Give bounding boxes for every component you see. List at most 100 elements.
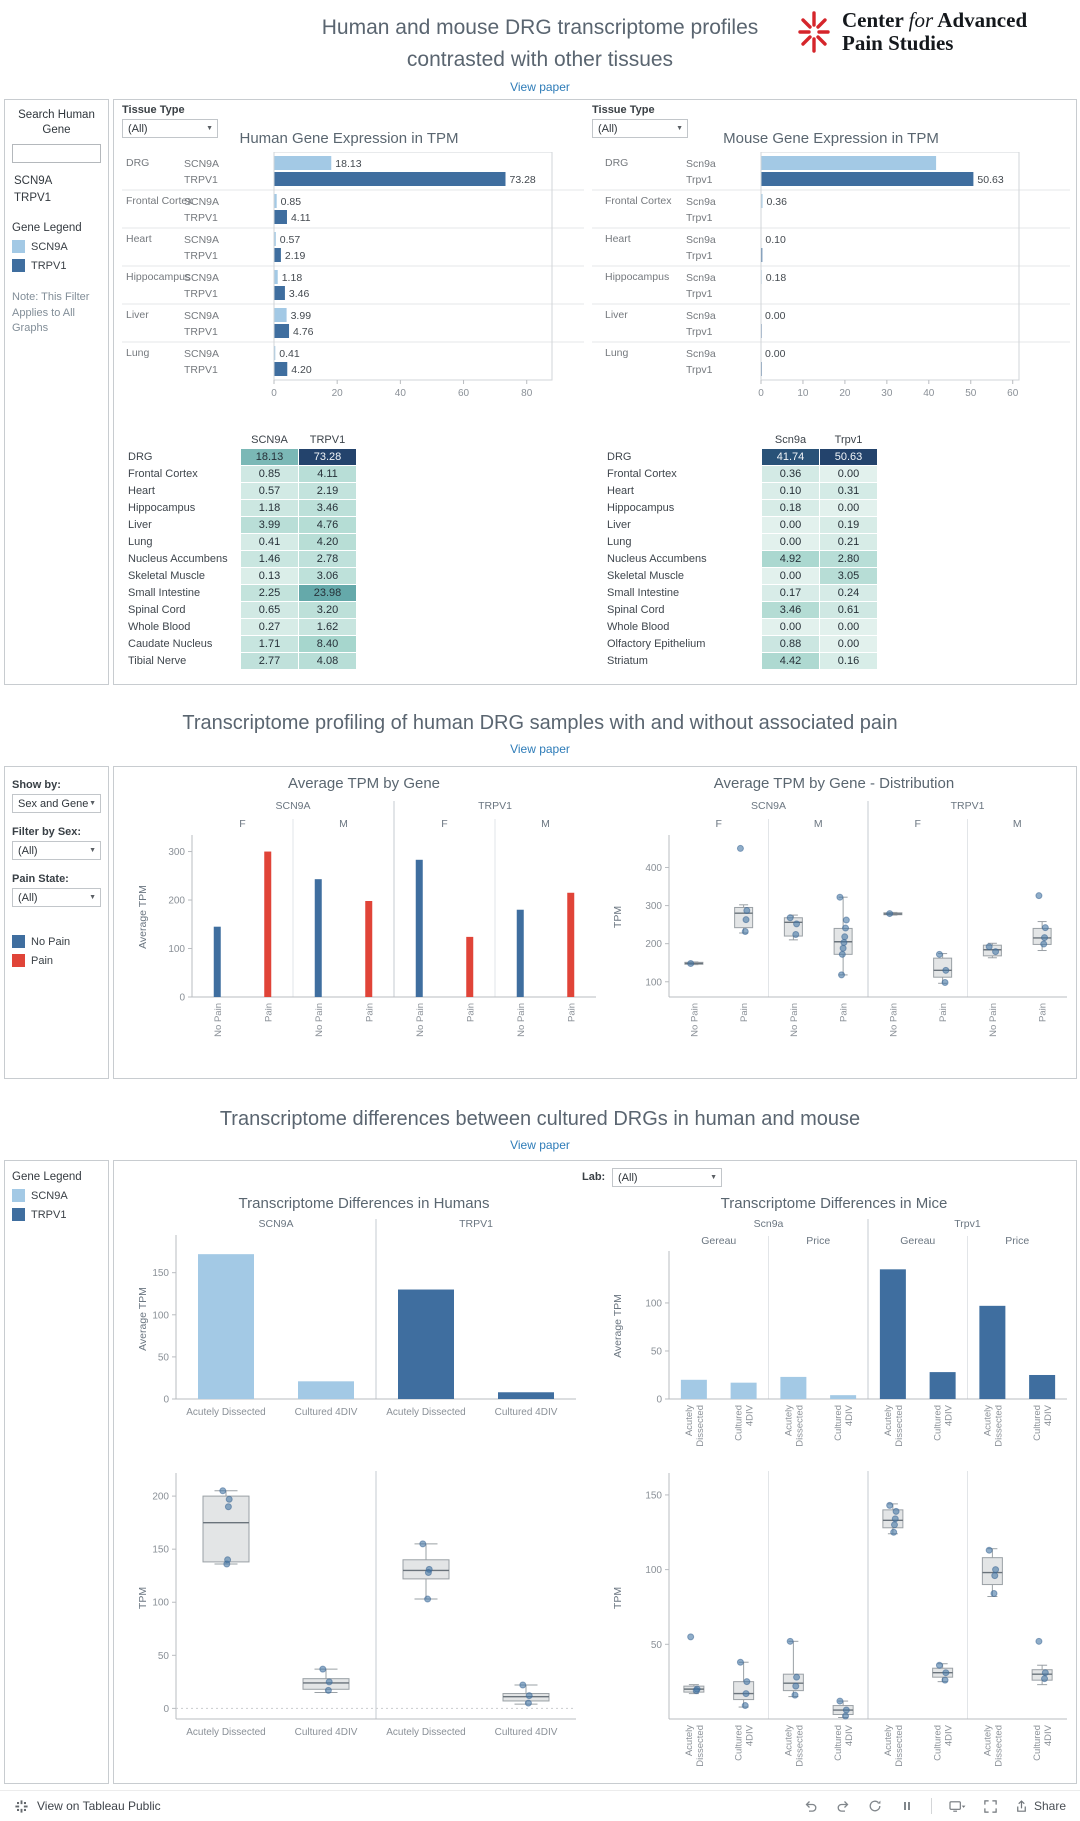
heat-cell[interactable]: 0.00 xyxy=(762,619,819,635)
svg-text:50.63: 50.63 xyxy=(977,174,1003,186)
heat-cell[interactable]: 3.46 xyxy=(762,602,819,618)
heat-cell[interactable]: 2.77 xyxy=(241,653,298,669)
heat-cell[interactable]: 3.99 xyxy=(241,517,298,533)
heat-cell[interactable]: 18.13 xyxy=(241,449,298,465)
heat-cell[interactable]: 2.80 xyxy=(820,551,877,567)
heat-cell[interactable]: 4.42 xyxy=(762,653,819,669)
heat-cell[interactable]: 0.00 xyxy=(762,517,819,533)
svg-text:SCN9A: SCN9A xyxy=(751,800,786,812)
heat-cell[interactable]: 0.00 xyxy=(820,619,877,635)
heat-cell[interactable]: 3.06 xyxy=(299,568,356,584)
heat-cell[interactable]: 4.76 xyxy=(299,517,356,533)
heat-cell[interactable]: 4.20 xyxy=(299,534,356,550)
heat-cell[interactable]: 0.00 xyxy=(762,568,819,584)
redo-button[interactable] xyxy=(835,1798,851,1814)
legend-item-trpv1[interactable]: TRPV1 xyxy=(12,1208,101,1221)
heat-cell[interactable]: 0.21 xyxy=(820,534,877,550)
heat-cell[interactable]: 0.85 xyxy=(241,466,298,482)
device-preview-button[interactable] xyxy=(948,1799,967,1814)
heat-cell[interactable]: 3.05 xyxy=(820,568,877,584)
heat-cell[interactable]: 1.71 xyxy=(241,636,298,652)
svg-text:Pain: Pain xyxy=(839,1003,850,1022)
legend-label: TRPV1 xyxy=(31,1208,67,1221)
heat-cell[interactable]: 0.65 xyxy=(241,602,298,618)
heat-cell[interactable]: 4.11 xyxy=(299,466,356,482)
heat-cell[interactable]: 1.62 xyxy=(299,619,356,635)
heat-cell[interactable]: 0.36 xyxy=(762,466,819,482)
svg-text:0: 0 xyxy=(179,993,185,1004)
heat-cell[interactable]: 41.74 xyxy=(762,449,819,465)
svg-text:SCN9A: SCN9A xyxy=(184,272,219,284)
tissue-label: Skeletal Muscle xyxy=(607,570,685,582)
svg-text:No Pain: No Pain xyxy=(888,1003,899,1037)
fullscreen-button[interactable] xyxy=(983,1799,998,1814)
mouse-expression-bar-chart[interactable]: DRG Scn9a Trpv1 50.63 Frontal Cortex Scn9a 0.3… xyxy=(592,151,1070,407)
heat-cell[interactable]: 0.13 xyxy=(241,568,298,584)
legend-item-trpv1[interactable]: TRPV1 xyxy=(12,259,101,273)
heat-cell[interactable]: 0.88 xyxy=(762,636,819,652)
heat-cell[interactable]: 0.57 xyxy=(241,483,298,499)
gene-list-item-trpv1[interactable]: TRPV1 xyxy=(14,191,52,204)
heat-cell[interactable]: 0.00 xyxy=(820,466,877,482)
heat-cell[interactable]: 0.17 xyxy=(762,585,819,601)
lab-dropdown[interactable]: (All) ▼ xyxy=(612,1168,722,1187)
mouse-tissue-type-dropdown[interactable]: (All) ▼ xyxy=(592,119,688,138)
svg-text:Cultured: Cultured xyxy=(833,1725,844,1761)
heat-cell[interactable]: 73.28 xyxy=(299,449,356,465)
legend-item-scn9a[interactable]: SCN9A xyxy=(12,1189,101,1202)
heat-cell[interactable]: 1.18 xyxy=(241,500,298,516)
tpm-distribution-box-chart[interactable]: SCN9A TRPV1 F M F M 100 200 300 400 TPM No Pain Pain… xyxy=(609,797,1074,1080)
heat-cell[interactable]: 4.08 xyxy=(299,653,356,669)
humans-diff-bar-chart[interactable]: SCN9A TRPV1 0 50 100 150 Average TPM Acutely Di… xyxy=(134,1215,584,1464)
heat-cell[interactable]: 0.00 xyxy=(820,636,877,652)
human-tissue-type-dropdown[interactable]: (All) ▼ xyxy=(122,119,218,138)
human-expression-bar-chart[interactable]: DRG SCN9A 18.13 TRPV1 73.28 Frontal Cortex SCN… xyxy=(122,151,584,407)
heat-cell[interactable]: 2.19 xyxy=(299,483,356,499)
legend-item-pain[interactable]: Pain xyxy=(12,954,101,967)
heat-cell[interactable]: 3.20 xyxy=(299,602,356,618)
heat-cell[interactable]: 0.31 xyxy=(820,483,877,499)
heat-cell[interactable]: 0.16 xyxy=(820,653,877,669)
pain-state-dropdown[interactable]: (All) ▼ xyxy=(12,888,101,907)
share-button[interactable]: Share xyxy=(1014,1799,1066,1814)
heat-cell[interactable]: 0.41 xyxy=(241,534,298,550)
heat-cell[interactable]: 2.78 xyxy=(299,551,356,567)
mice-diff-bar-chart[interactable]: Scn9a Trpv1 Gereau Price Gereau Price 0 50 100 Av… xyxy=(609,1215,1074,1464)
mice-diff-box-chart[interactable]: 50 100 150 TPM Acutely Dissected Cultured 4DIV A… xyxy=(609,1467,1074,1784)
legend-item-scn9a[interactable]: SCN9A xyxy=(12,240,101,254)
heat-cell[interactable]: 4.92 xyxy=(762,551,819,567)
undo-button[interactable] xyxy=(803,1798,819,1814)
heat-cell[interactable]: 0.19 xyxy=(820,517,877,533)
heat-cell[interactable]: 23.98 xyxy=(299,585,356,601)
pain-profiling-panel: Average TPM by Gene SCN9A TRPV1 F M F M 0 100 20… xyxy=(113,766,1077,1079)
show-by-dropdown[interactable]: Sex and Gene ▼ xyxy=(12,794,101,813)
gene-list-item-scn9a[interactable]: SCN9A xyxy=(14,174,53,187)
replay-button[interactable] xyxy=(867,1798,883,1814)
heat-cell[interactable]: 0.00 xyxy=(762,534,819,550)
heat-cell[interactable]: 0.24 xyxy=(820,585,877,601)
view-paper-link-3[interactable]: View paper xyxy=(510,1138,570,1152)
heat-cell[interactable]: 0.00 xyxy=(820,500,877,516)
view-on-tableau[interactable]: View on Tableau Public xyxy=(14,1799,161,1814)
pause-button[interactable] xyxy=(899,1798,915,1814)
heat-cell[interactable]: 0.18 xyxy=(762,500,819,516)
legend-item-no-pain[interactable]: No Pain xyxy=(12,935,101,948)
svg-text:100: 100 xyxy=(645,1298,662,1309)
humans-diff-box-chart[interactable]: 0 50 100 150 200 TPM Acutely Dissected Cultured… xyxy=(134,1467,584,1784)
view-paper-link-2[interactable]: View paper xyxy=(510,742,570,756)
heat-cell[interactable]: 1.46 xyxy=(241,551,298,567)
human-expression-table[interactable]: SCN9A TRPV1 DRG 18.13 73.28 Frontal Cortex 0.8… xyxy=(126,432,356,669)
avg-tpm-bar-chart[interactable]: SCN9A TRPV1 F M F M 0 100 200 300 Average TPM No Pa… xyxy=(134,797,604,1080)
view-paper-link-1[interactable]: View paper xyxy=(510,80,570,94)
heat-cell[interactable]: 8.40 xyxy=(299,636,356,652)
svg-text:M: M xyxy=(339,818,348,830)
filter-by-sex-dropdown[interactable]: (All) ▼ xyxy=(12,841,101,860)
heat-cell[interactable]: 0.27 xyxy=(241,619,298,635)
heat-cell[interactable]: 3.46 xyxy=(299,500,356,516)
heat-cell[interactable]: 0.61 xyxy=(820,602,877,618)
gene-search-input[interactable] xyxy=(12,144,101,164)
heat-cell[interactable]: 0.10 xyxy=(762,483,819,499)
heat-cell[interactable]: 2.25 xyxy=(241,585,298,601)
mouse-expression-table[interactable]: Scn9a Trpv1 DRG 41.74 50.63 Frontal Cortex 0.3… xyxy=(605,432,877,669)
heat-cell[interactable]: 50.63 xyxy=(820,449,877,465)
